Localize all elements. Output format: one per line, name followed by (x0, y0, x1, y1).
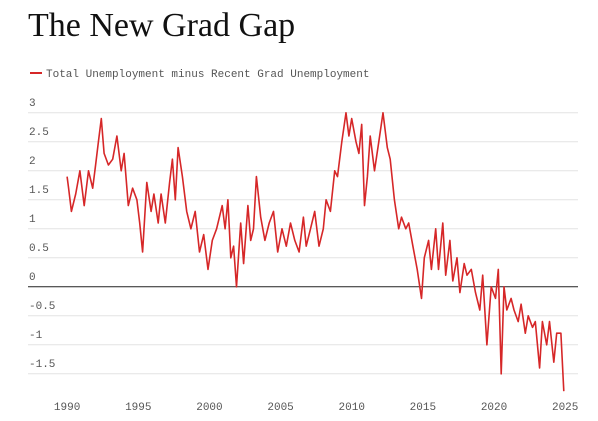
x-tick-label: 2000 (196, 402, 222, 414)
y-tick-label: 1.5 (29, 185, 49, 197)
y-tick-label: -0.5 (29, 301, 55, 313)
data-line (66, 112, 565, 392)
x-tick-label: 1995 (125, 402, 151, 414)
y-tick-label: -1 (29, 330, 43, 342)
y-tick-label: 0 (29, 272, 36, 284)
x-tick-label: 2020 (481, 402, 507, 414)
x-tick-label: 2005 (267, 402, 293, 414)
y-tick-label: 2.5 (29, 127, 49, 139)
y-tick-label: 3 (29, 98, 36, 110)
x-tick-label: 2025 (552, 402, 578, 414)
x-tick-label: 1990 (54, 402, 80, 414)
y-tick-label: -1.5 (29, 359, 55, 371)
x-tick-label: 2015 (410, 402, 436, 414)
legend-label: Total Unemployment minus Recent Grad Une… (46, 69, 369, 81)
chart-title: The New Grad Gap (28, 7, 295, 44)
y-tick-label: 2 (29, 156, 36, 168)
y-tick-label: 1 (29, 214, 36, 226)
y-tick-label: 0.5 (29, 243, 49, 255)
x-tick-label: 2010 (339, 402, 365, 414)
